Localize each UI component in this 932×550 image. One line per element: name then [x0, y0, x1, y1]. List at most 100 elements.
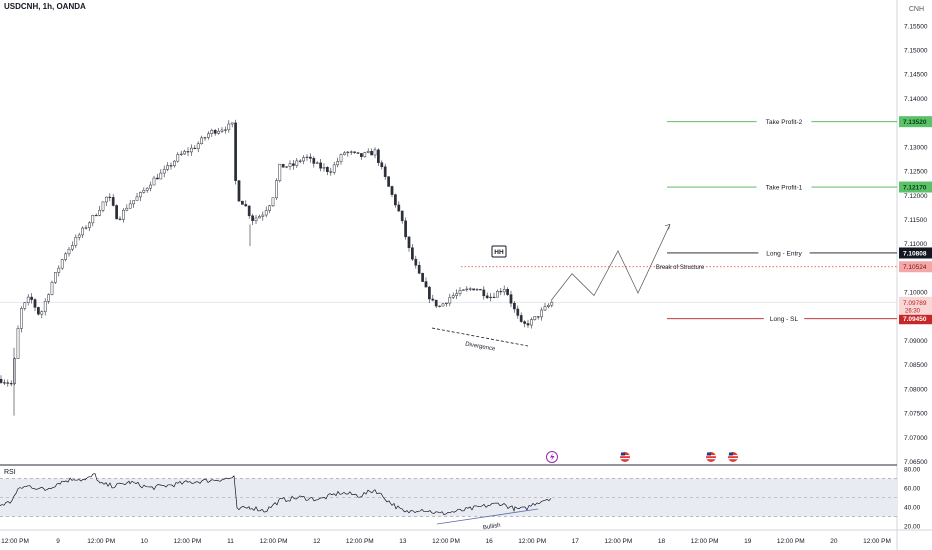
price-tick-label: 7.10000 — [904, 290, 928, 297]
projection-path[interactable] — [551, 224, 671, 300]
candle-body — [67, 248, 71, 255]
candle-body — [434, 299, 438, 307]
candle-body — [74, 237, 78, 246]
time-tick-label: 12:00 PM — [346, 538, 374, 545]
candle-body — [373, 149, 377, 156]
price-tick-label: 7.07500 — [904, 411, 928, 418]
candle-body — [472, 288, 475, 291]
candle-body — [60, 259, 64, 269]
us-flag-event-icon[interactable] — [705, 451, 717, 463]
candle-body — [380, 162, 384, 168]
us-flag-event-icon[interactable] — [727, 451, 739, 463]
candle-body — [530, 319, 533, 326]
level-label: Take Profit-2 — [766, 119, 803, 126]
candle-body — [502, 288, 506, 293]
candle-body — [516, 308, 520, 316]
candle-body — [536, 316, 540, 318]
candle-body — [346, 151, 350, 154]
candle-body — [23, 302, 27, 309]
us-flag-event-icon[interactable] — [619, 451, 631, 463]
candle-body — [159, 172, 163, 180]
price-tag — [899, 247, 932, 259]
candle-body — [237, 180, 241, 202]
candle-body — [519, 315, 523, 322]
candle-body — [288, 163, 292, 167]
price-tag-text: 7.09450 — [903, 316, 927, 323]
candle-body — [278, 163, 282, 181]
candle-body — [360, 153, 363, 157]
price-tick-label: 7.14000 — [904, 96, 928, 103]
candle-body — [411, 247, 414, 260]
candle-body — [353, 151, 356, 153]
candle-body — [43, 301, 47, 312]
candle-body — [54, 272, 57, 283]
candle-body — [526, 323, 530, 326]
candle-body — [241, 200, 244, 205]
price-tick-label: 7.15500 — [904, 23, 928, 30]
candle-body — [387, 176, 390, 187]
candle-body — [394, 194, 397, 206]
candle-body — [207, 133, 210, 138]
candle-body — [162, 169, 166, 174]
candle-body — [108, 196, 112, 198]
time-tick-label: 17 — [572, 538, 580, 545]
candle-body — [81, 227, 84, 236]
price-tick-label: 7.11500 — [904, 217, 927, 224]
chart-title: USDCNH, 1h, OANDA — [4, 2, 86, 11]
price-tag — [899, 181, 932, 193]
time-tick-label: 16 — [485, 538, 493, 545]
candle-body — [176, 154, 180, 162]
candle-body — [319, 162, 322, 169]
divergence-line — [431, 327, 529, 347]
candle-body — [315, 162, 319, 164]
lightning-event-icon[interactable] — [546, 451, 558, 463]
candle-body — [115, 205, 118, 220]
candle-body — [455, 293, 458, 296]
last-price-tag — [899, 296, 932, 315]
time-tick-label: 12:00 PM — [432, 538, 460, 545]
candle-body — [326, 166, 329, 172]
candle-body — [139, 192, 142, 198]
candle-body — [336, 161, 339, 166]
candle-body — [533, 316, 537, 320]
price-tag-text: 7.10808 — [903, 250, 927, 257]
candle-body — [173, 160, 176, 167]
candle-body — [13, 358, 16, 384]
level-label: Long - Entry — [766, 250, 802, 257]
candle-body — [407, 236, 411, 248]
price-tag-text: 7.12170 — [903, 185, 927, 192]
time-tick-label: 12:00 PM — [518, 538, 546, 545]
candle-body — [268, 205, 271, 211]
candle-body — [441, 303, 445, 307]
candle-body — [390, 186, 394, 195]
candle-body — [230, 122, 234, 125]
candle-body — [363, 152, 367, 157]
price-tag — [899, 261, 932, 273]
candle-body — [377, 149, 380, 163]
candle-body — [166, 165, 169, 170]
price-tick-label: 7.07000 — [904, 435, 928, 442]
time-tick-label: 19 — [744, 538, 752, 545]
candle-body — [312, 158, 316, 164]
candle-body — [448, 297, 452, 304]
candle-body — [550, 301, 554, 306]
price-tick-label: 7.14500 — [904, 72, 928, 79]
candle-body — [421, 273, 424, 282]
candle-body — [465, 288, 469, 291]
candle-body — [88, 222, 91, 228]
candle-body — [309, 156, 312, 159]
currency-label: CNH — [908, 6, 924, 13]
break-of-structure-label: Break of Structure — [656, 265, 705, 271]
candle-body — [489, 296, 492, 299]
candle-body — [468, 288, 472, 290]
candle-body — [428, 286, 431, 300]
candle-body — [543, 306, 547, 311]
bar-countdown: 26:30 — [905, 308, 921, 314]
price-tick-label: 7.12500 — [904, 169, 928, 176]
candle-body — [509, 294, 513, 304]
candle-body — [417, 265, 421, 274]
time-tick-label: 10 — [141, 538, 149, 545]
candle-body — [156, 177, 159, 180]
candle-body — [322, 166, 326, 169]
